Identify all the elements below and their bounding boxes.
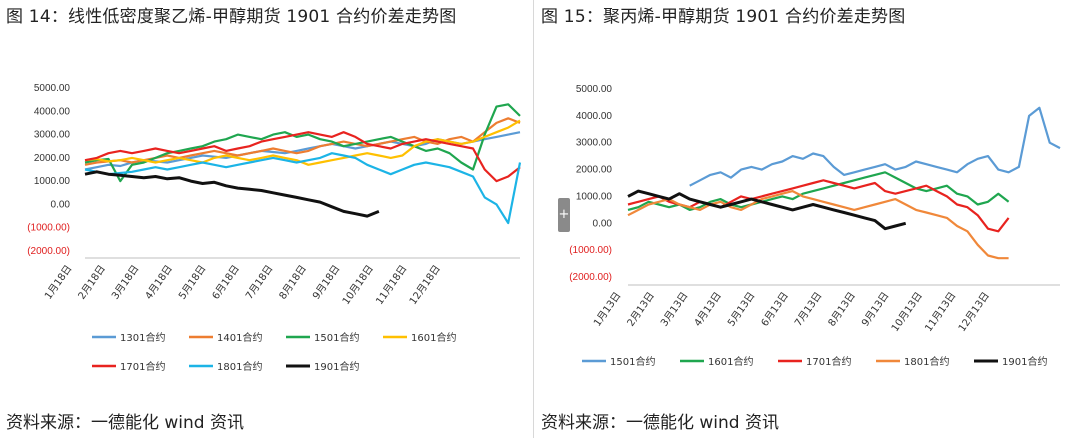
x-tick-label: 6月18日 (210, 263, 242, 302)
y-tick-label: (2000.00) (569, 272, 612, 283)
y-tick-label: (2000.00) (27, 246, 70, 257)
x-tick-label: 7月13日 (792, 290, 824, 329)
x-tick-label: 2月13日 (625, 290, 657, 329)
x-tick-label: 3月18日 (109, 263, 141, 302)
x-tick-label: 10月18日 (340, 263, 376, 307)
x-tick-label: 6月13日 (759, 290, 791, 329)
legend-label: 1801合约 (904, 355, 949, 368)
x-tick-label: 4月18日 (143, 263, 175, 302)
legend-label: 1701合约 (120, 360, 165, 373)
legend-label: 1401合约 (217, 331, 262, 344)
chart-title: 图 14：线性低密度聚乙烯-甲醇期货 1901 合约价差走势图 (6, 7, 457, 27)
legend-label: 1601合约 (708, 355, 753, 368)
legend-label: 1501合约 (610, 355, 655, 368)
y-tick-label: 0.00 (593, 218, 613, 229)
y-tick-label: 1000.00 (34, 176, 71, 187)
x-tick-label: 2月18日 (76, 263, 108, 302)
line-chart-pe-methanol: 5000.00 4000.00 3000.00 2000.00 1000.00 0.00 (… (27, 83, 522, 373)
x-tick-label: 11月13日 (923, 290, 959, 334)
x-tick-label: 9月18日 (310, 263, 342, 302)
y-tick-label: 2000.00 (576, 165, 613, 176)
y-tick-label: 3000.00 (576, 138, 613, 149)
series-line-1701合约 (627, 179, 1010, 233)
legend-label: 1501合约 (314, 331, 359, 344)
series-line-1801合约 (84, 152, 522, 225)
legend-label: 1801合约 (217, 360, 262, 373)
x-tick-label: 8月13日 (826, 290, 858, 329)
y-tick-label: 5000.00 (576, 84, 613, 95)
source-note: 资料来源：一德能化 wind 资讯 (541, 413, 779, 433)
series-line-1501合约 (689, 106, 1061, 187)
x-tick-label: 7月18日 (243, 263, 275, 302)
y-tick-label: 1000.00 (576, 191, 613, 202)
x-tick-label: 1月13日 (591, 290, 623, 329)
panel-divider (533, 0, 534, 438)
series-line-1901合约 (84, 170, 380, 218)
x-tick-label: 5月13日 (725, 290, 757, 329)
x-tick-label: 5月18日 (176, 263, 208, 302)
x-tick-label: 9月13日 (859, 290, 891, 329)
expand-handle-icon[interactable]: + (558, 198, 570, 232)
y-tick-label: 4000.00 (576, 111, 613, 122)
chart-panel-right: 图 15：聚丙烯-甲醇期货 1901 合约价差走势图 5000.00 4000.0… (535, 0, 1068, 438)
series-line-1901合约 (627, 189, 907, 231)
x-tick-label: 3月13日 (658, 290, 690, 329)
legend-label: 1901合约 (314, 360, 359, 373)
legend-label: 1301合约 (120, 331, 165, 344)
x-tick-label: 4月13日 (692, 290, 724, 329)
series-line-1501合约 (84, 103, 521, 183)
series-line-1801合约 (627, 190, 1009, 260)
x-tick-label: 12月13日 (956, 290, 992, 334)
y-tick-label: 4000.00 (34, 106, 71, 117)
y-tick-label: 5000.00 (34, 83, 71, 94)
line-chart-pp-methanol: 5000.00 4000.00 3000.00 2000.00 1000.00 0.00 (… (569, 84, 1061, 368)
y-tick-label: 2000.00 (34, 153, 71, 164)
series-line-1701合约 (84, 131, 521, 183)
x-tick-label: 10月13日 (889, 290, 925, 334)
legend-label: 1901合约 (1002, 355, 1047, 368)
series-line-1601合约 (627, 171, 1010, 211)
y-tick-label: 0.00 (51, 199, 71, 210)
y-tick-label: (1000.00) (27, 223, 70, 234)
x-tick-label: 1月18日 (42, 263, 74, 302)
chart-panel-left: 图 14：线性低密度聚乙烯-甲醇期货 1901 合约价差走势图 5000.00 4… (0, 0, 533, 438)
chart-title: 图 15：聚丙烯-甲醇期货 1901 合约价差走势图 (541, 7, 906, 27)
series-line-1601合约 (84, 119, 521, 166)
x-tick-label: 8月18日 (277, 263, 309, 302)
y-tick-label: (1000.00) (569, 245, 612, 256)
x-tick-label: 12月18日 (407, 263, 443, 307)
y-tick-label: 3000.00 (34, 130, 71, 141)
x-tick-label: 11月18日 (374, 263, 410, 307)
source-note: 资料来源：一德能化 wind 资讯 (6, 413, 244, 433)
legend-label: 1601合约 (411, 331, 456, 344)
legend-label: 1701合约 (806, 355, 851, 368)
